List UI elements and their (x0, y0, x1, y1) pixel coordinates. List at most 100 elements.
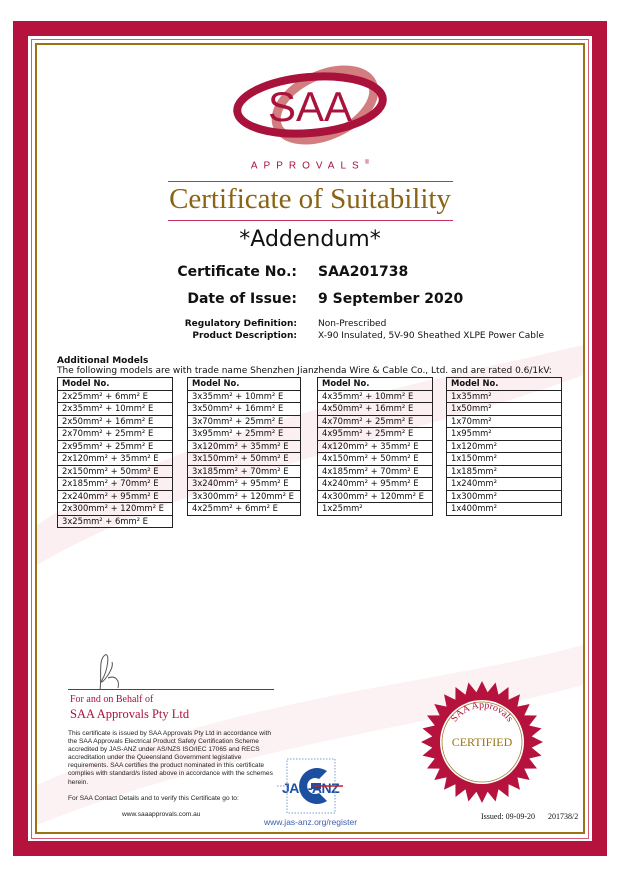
model-table: Model No. 1x35mm² 1x50mm² 1x70mm² 1x95mm² 1x1… (446, 377, 562, 516)
model-cell: 4x120mm² + 35mm² E (317, 439, 433, 453)
model-cell: 2x35mm² + 10mm² E (57, 402, 173, 416)
table-row: 3x120mm² + 35mm² E (187, 439, 301, 453)
model-cell: 3x120mm² + 35mm² E (187, 439, 301, 453)
saa-logo-text: SAA (268, 83, 352, 130)
company-name: SAA Approvals Pty Ltd (70, 707, 190, 721)
table-row: 3x300mm² + 120mm² E (187, 489, 301, 503)
model-cell: 2x150mm² + 50mm² E (57, 464, 173, 478)
model-cell: 3x50mm² + 16mm² E (187, 402, 301, 416)
table-row: 3x185mm² + 70mm² E (187, 464, 301, 478)
model-cell: 4x240mm² + 95mm² E (317, 477, 433, 491)
title-rule-bottom (168, 220, 453, 221)
table-row: 3x150mm² + 50mm² E (187, 452, 301, 466)
table-row: 4x25mm² + 6mm² E (187, 502, 301, 516)
model-cell: 2x70mm² + 25mm² E (57, 427, 173, 441)
registered-mark: ® (364, 160, 370, 166)
model-cell: 4x95mm² + 25mm² E (317, 427, 433, 441)
additional-models-title: Additional Models (57, 356, 149, 366)
date-of-issue: 9 September 2020 (318, 291, 464, 307)
model-cell: 1x240mm² (446, 477, 562, 491)
table-row: 1x35mm² (446, 389, 562, 403)
saa-logo: SAA (233, 65, 387, 145)
model-cell: 3x240mm² + 95mm² E (187, 477, 301, 491)
certified-seal: SAA Approvals CERTIFIED (421, 681, 543, 803)
table-row: 3x70mm² + 25mm² E (187, 414, 301, 428)
model-cell: 2x95mm² + 25mm² E (57, 439, 173, 453)
jas-anz-register-link[interactable]: www.jas-anz.org/register (264, 817, 358, 827)
table-row: 4x35mm² + 10mm² E (317, 389, 433, 403)
model-cell: 2x50mm² + 16mm² E (57, 414, 173, 428)
table-row: 1x300mm² (446, 489, 562, 503)
model-table: Model No. 3x35mm² + 10mm² E 3x50mm² + 16mm… (187, 377, 301, 516)
table-row: 1x70mm² (446, 414, 562, 428)
table-row: 2x120mm² + 35mm² E (57, 452, 173, 466)
model-cell: 1x50mm² (446, 402, 562, 416)
table-row: 2x70mm² + 25mm² E (57, 427, 173, 441)
jas-anz-label: JAS-ANZ (282, 780, 340, 796)
table-row: 3x240mm² + 95mm² E (187, 477, 301, 491)
model-cell: 2x25mm² + 6mm² E (57, 389, 173, 403)
table-row: 4x185mm² + 70mm² E (317, 464, 433, 478)
model-cell: 1x70mm² (446, 414, 562, 428)
model-cell: 2x185mm² + 70mm² E (57, 477, 173, 491)
model-cell: 4x25mm² + 6mm² E (187, 502, 301, 516)
table-row: 4x70mm² + 25mm² E (317, 414, 433, 428)
table-row: 1x50mm² (446, 402, 562, 416)
on-behalf-text: For and on Behalf of (70, 694, 154, 705)
table-row: 1x240mm² (446, 477, 562, 491)
table-row: 2x50mm² + 16mm² E (57, 414, 173, 428)
model-cell: 3x70mm² + 25mm² E (187, 414, 301, 428)
model-cell: 4x70mm² + 25mm² E (317, 414, 433, 428)
certification-statement: This certificate is issued by SAA Approv… (68, 730, 273, 786)
model-table-header: Model No. (187, 377, 301, 391)
model-cell: 1x185mm² (446, 464, 562, 478)
certificate-number-label: Certificate No.: (177, 264, 297, 280)
table-row: 4x95mm² + 25mm² E (317, 427, 433, 441)
date-of-issue-label: Date of Issue: (187, 291, 297, 307)
seal-certified-text: CERTIFIED (452, 735, 513, 749)
model-cell: 1x120mm² (446, 439, 562, 453)
model-cell: 2x240mm² + 95mm² E (57, 489, 173, 503)
issued-date: Issued: 09-09-20 (481, 812, 535, 821)
table-row: 1x25mm² (317, 502, 433, 516)
model-cell: 4x50mm² + 16mm² E (317, 402, 433, 416)
addendum-heading: *Addendum* (239, 227, 381, 252)
table-row: 4x240mm² + 95mm² E (317, 477, 433, 491)
model-cell: 4x185mm² + 70mm² E (317, 464, 433, 478)
signature-line (68, 689, 274, 690)
product-value: X-90 Insulated, 5V-90 Sheathed XLPE Powe… (318, 331, 545, 341)
table-row: 1x95mm² (446, 427, 562, 441)
model-table-header: Model No. (317, 377, 433, 391)
product-label: Product Description: (192, 331, 297, 341)
table-row: 2x150mm² + 50mm² E (57, 464, 173, 478)
model-table: Model No. 4x35mm² + 10mm² E 4x50mm² + 16mm… (317, 377, 433, 516)
table-row: 2x300mm² + 120mm² E (57, 502, 173, 516)
table-row: 2x185mm² + 70mm² E (57, 477, 173, 491)
model-cell: 1x95mm² (446, 427, 562, 441)
model-cell: 1x35mm² (446, 389, 562, 403)
model-cell: 3x300mm² + 120mm² E (187, 489, 301, 503)
model-cell: 3x185mm² + 70mm² E (187, 464, 301, 478)
table-row: 4x300mm² + 120mm² E (317, 489, 433, 503)
model-cell: 1x25mm² (317, 502, 433, 516)
table-row: 2x25mm² + 6mm² E (57, 389, 173, 403)
contact-text: For SAA Contact Details and to verify th… (68, 795, 239, 802)
certificate-reference: 201738/2 (548, 812, 579, 821)
inner-border-gold (35, 43, 585, 834)
model-table-header: Model No. (57, 377, 173, 391)
table-row: 3x35mm² + 10mm² E (187, 389, 301, 403)
table-row: 4x150mm² + 50mm² E (317, 452, 433, 466)
outer-border (13, 21, 607, 856)
saa-website-link[interactable]: www.saaapprovals.com.au (122, 811, 201, 818)
table-row: 4x50mm² + 16mm² E (317, 402, 433, 416)
jas-anz-logo-icon (277, 758, 343, 814)
certificate-number: SAA201738 (318, 264, 409, 280)
table-row: 1x120mm² (446, 439, 562, 453)
table-row: 3x25mm² + 6mm² E (57, 514, 173, 528)
signature (99, 654, 119, 691)
model-cell: 3x95mm² + 25mm² E (187, 427, 301, 441)
model-cell: 1x400mm² (446, 502, 562, 516)
table-row: 2x95mm² + 25mm² E (57, 439, 173, 453)
inner-border-pink (31, 39, 589, 839)
model-cell: 2x300mm² + 120mm² E (57, 502, 173, 516)
